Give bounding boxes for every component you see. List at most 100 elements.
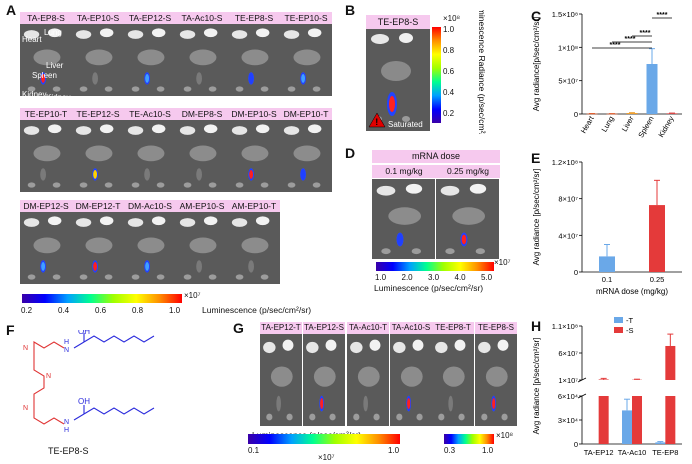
y-tick-label: 4×10⁷ xyxy=(558,231,578,240)
panel-a-colorbar xyxy=(22,294,182,303)
panel-a-tile-organs xyxy=(179,216,218,280)
panel-a-tile: TA-EP10-S xyxy=(72,12,124,96)
y-tick-label: 0 xyxy=(574,110,578,119)
panel-d-image xyxy=(372,179,435,259)
panel-g-tile: TE-EP8-S xyxy=(475,322,517,426)
x-tick-label: Liver xyxy=(620,114,636,133)
colorbar-tick: 4.0 xyxy=(454,273,466,282)
panel-g-tile: TA-Ac10-S xyxy=(390,322,432,426)
nh-bottom-n: N xyxy=(64,419,69,426)
colorbar-tick: 0.6 xyxy=(95,306,107,315)
organ-label-kidney-2: Kidney xyxy=(46,93,70,102)
panel-g-tile: TA-Ac10-T xyxy=(347,322,389,426)
panel-label-f: F xyxy=(6,322,15,338)
y-tick-label: 6×10⁷ xyxy=(558,349,578,358)
bar xyxy=(599,256,615,272)
panel-b-title: TE-EP8-S xyxy=(366,15,430,29)
colorbar-tick: 3.0 xyxy=(428,273,440,282)
x-tick-label: 0.25 xyxy=(650,275,665,284)
significance-marker: **** xyxy=(610,42,621,49)
panel-a-colorbar-label: Luminescence (p/sec/cm²/sr) xyxy=(202,305,312,315)
colorbar-tick: 0.4 xyxy=(58,306,70,315)
colorbar-tick: 1.0 xyxy=(443,25,455,34)
panel-b-saturated-label: Saturated xyxy=(388,120,423,129)
panel-a-tile-label: DM-EP12-T xyxy=(72,200,124,212)
y-tick-label: 5×10⁷ xyxy=(558,77,578,86)
colorbar-tick: 5.0 xyxy=(481,273,493,282)
panel-g-tile: TE-EP8-T xyxy=(432,322,474,426)
panel-b-colorbar-label-wrap: Luminescence Radiance (p/sec/cm²/sr) xyxy=(477,10,486,134)
n-core-3: N xyxy=(23,405,28,412)
panel-a-tile-organs xyxy=(23,124,62,188)
panel-a-tile: DM-EP10-T xyxy=(280,108,332,192)
panel-a-tile-organs xyxy=(127,124,166,188)
oh-label-top: OH xyxy=(78,330,90,336)
panel-label-c: C xyxy=(531,8,542,24)
panel-a-tile-organs xyxy=(283,28,322,92)
bar xyxy=(598,396,609,444)
oh-label-bottom: OH xyxy=(78,397,90,406)
y-tick-label: 6×10⁴ xyxy=(558,392,578,401)
x-tick-label: Spleen xyxy=(636,115,655,140)
panel-a-tile-label: TE-EP10-S xyxy=(280,12,332,24)
panel-b-colorbar-exponent: ×10⁸ xyxy=(443,14,460,23)
bar xyxy=(665,396,676,444)
panel-f-name: TE-EP8-S xyxy=(48,446,89,456)
y-tick-label: 0 xyxy=(574,440,578,449)
organ-label-kidney-1: Kidney xyxy=(22,90,46,99)
legend-swatch xyxy=(614,327,623,333)
legend-swatch xyxy=(614,317,623,323)
panel-a-tile-organs xyxy=(75,216,114,280)
panel-label-e: E xyxy=(531,150,541,166)
panel-label-h: H xyxy=(531,318,542,334)
panel-g-tile-label: TA-EP12-S xyxy=(303,322,345,334)
bar xyxy=(655,442,666,444)
organ-label-heart: Heart xyxy=(22,35,42,44)
panel-a-tile-label: TA-Ac10-S xyxy=(176,12,228,24)
panel-b-colorbar xyxy=(432,27,441,123)
panel-a-tile: DM-Ac10-S xyxy=(124,200,176,284)
panel-a-tile-organs xyxy=(179,124,218,188)
panel-a-tile-organs xyxy=(179,28,218,92)
panel-g-tile: TA-EP12-T xyxy=(260,322,302,426)
y-tick-label: 1.1×10⁸ xyxy=(552,322,578,331)
panel-d-title: mRNA dose xyxy=(372,150,500,163)
panel-a-tile-organs xyxy=(231,28,270,92)
panel-g-tile-label: TA-EP12-T xyxy=(260,322,302,334)
panel-a-tile-organs xyxy=(75,28,114,92)
panel-a-colorbar-exponent: ×10⁷ xyxy=(184,291,201,300)
x-tick-label: TA-Ac10 xyxy=(618,448,647,457)
colorbar-tick: 0.6 xyxy=(443,67,455,76)
y-tick-label: 1.2×10⁸ xyxy=(552,158,578,167)
panel-label-b: B xyxy=(345,2,356,18)
x-tick-label: TA-EP12 xyxy=(584,448,614,457)
n-core-2: N xyxy=(46,373,51,380)
panel-a-tile-label: DM-EP8-S xyxy=(176,108,228,120)
colorbar-tick: 0.8 xyxy=(443,46,455,55)
panel-a-tile-label: DM-EP10-T xyxy=(280,108,332,120)
panel-a-tile-label: TE-EP12-S xyxy=(72,108,124,120)
legend-label: -S xyxy=(626,326,634,335)
panel-a-tile-organs xyxy=(231,216,270,280)
organ-label-lung: Lung xyxy=(44,28,62,37)
panel-a-tile: TE-EP12-S xyxy=(72,108,124,192)
y-tick-label: 3×10⁴ xyxy=(558,416,578,425)
panel-f-structure: OH OH N H N H N N N xyxy=(23,330,155,434)
panel-d-colorbar-label: Luminescence (p/sec/cm²/sr) xyxy=(374,283,484,293)
panel-a-tile-organs xyxy=(127,28,166,92)
bar xyxy=(622,410,632,444)
panel-g-tile-label: TE-EP8-T xyxy=(432,322,474,334)
panel-a-tile: DM-EP12-S xyxy=(20,200,72,284)
panel-d-colorbar xyxy=(376,262,494,271)
colorbar-tick: 1.0 xyxy=(169,306,181,315)
nh-bottom-h: H xyxy=(64,427,69,434)
organ-label-spleen: Spleen xyxy=(32,71,57,80)
colorbar-tick: 1.0 xyxy=(375,273,387,282)
panel-a-tile-organs xyxy=(231,124,270,188)
bar xyxy=(646,64,658,114)
significance-marker: **** xyxy=(640,30,651,37)
panel-a-tile-organs xyxy=(283,124,322,188)
bar xyxy=(632,396,642,444)
panel-a-tile-organs xyxy=(127,216,166,280)
panel-a-tile: DM-EP12-T xyxy=(72,200,124,284)
